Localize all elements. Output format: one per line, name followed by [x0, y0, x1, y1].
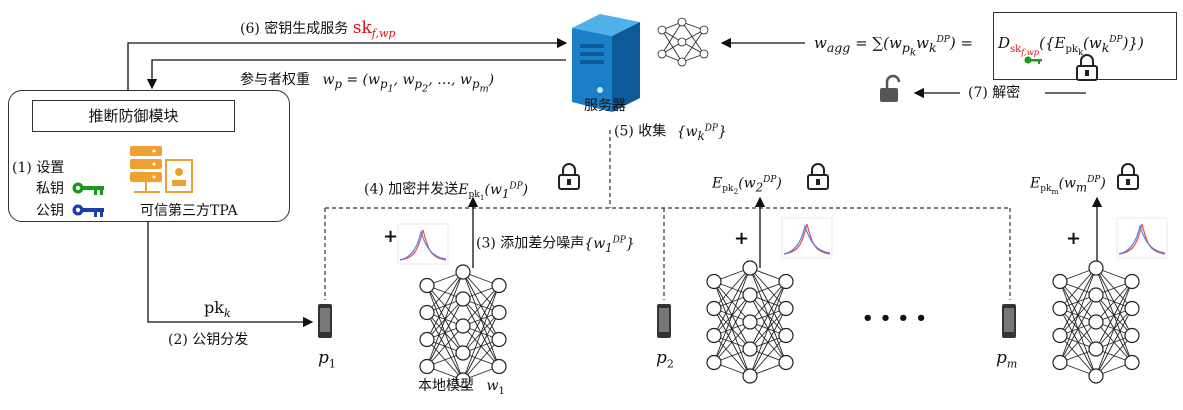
nn-node	[778, 273, 794, 290]
nn-node	[1088, 368, 1104, 384]
lock-icon-p1	[558, 163, 580, 190]
participant-pm: pm	[996, 348, 1018, 371]
unlock-icon	[880, 74, 901, 102]
nn-node	[778, 354, 794, 371]
participant-p2: p2	[656, 348, 674, 371]
participant-weights-label: 参与者权重 wp = (wp1, wp2, …, wpm)	[240, 72, 495, 95]
decrypt-formula: Dskf,wp({Epkk(wkDP)})	[998, 34, 1144, 57]
noise-curve-1	[397, 223, 449, 265]
step2-label: (2) 公钥分发	[168, 332, 249, 348]
nn-node	[706, 300, 722, 317]
arrow-pk-distribution	[147, 222, 314, 328]
local-model-nn-2	[706, 260, 794, 384]
nn-node	[706, 354, 722, 371]
phone-icon-pm	[1002, 304, 1016, 338]
pk-label: pkk	[204, 298, 231, 321]
step7-label: (7) 解密	[968, 85, 1021, 101]
public-key-icon	[72, 204, 104, 217]
inference-defense-module: 推断防御模块	[32, 100, 235, 132]
aggregation-formula: wagg = ∑(wpkwkDP) =	[814, 34, 974, 59]
noise-curve-m	[1116, 217, 1168, 259]
plus-sign-m: +	[1066, 228, 1082, 249]
nn-node	[742, 260, 758, 276]
participant-p1: p1	[318, 348, 336, 371]
local-model-label: 本地模型 w1	[418, 378, 505, 397]
nn-node	[491, 331, 507, 348]
nn-node	[1052, 273, 1068, 290]
server-icon	[572, 14, 640, 112]
step4-label: (4) 加密并发送Epk1(w1DP)	[364, 181, 529, 203]
nn-node	[1124, 273, 1140, 290]
nn-node	[1088, 341, 1104, 357]
step5-label: (5) 收集 {wkDP}	[614, 123, 727, 143]
enc-label-p2: Epk2(w2DP)	[712, 175, 782, 197]
nn-node	[1052, 327, 1068, 344]
tpa-name: 可信第三方TPA	[140, 203, 238, 219]
nn-node	[778, 327, 794, 344]
nn-node	[491, 304, 507, 321]
nn-node	[1088, 287, 1104, 303]
nn-node	[455, 264, 471, 280]
public-key-label: 公钥	[36, 203, 64, 219]
nn-node	[1088, 314, 1104, 330]
nn-node	[1088, 260, 1104, 276]
lock-icon-p2	[807, 163, 829, 190]
nn-node	[1052, 300, 1068, 317]
enc-label-pm: Epkm(wmDP)	[1030, 175, 1106, 197]
nn-node	[455, 318, 471, 334]
plus-sign-2: +	[734, 228, 750, 249]
nn-node	[1124, 300, 1140, 317]
nn-node	[419, 331, 435, 348]
phone-icon-p2	[657, 304, 671, 338]
local-model-nn-1	[419, 264, 507, 388]
step6-label: (6) 密钥生成服务 skf,wp	[240, 18, 396, 40]
lock-icon-formula	[1076, 54, 1098, 81]
plus-sign-1: +	[383, 226, 399, 247]
nn-node	[742, 341, 758, 357]
nn-node	[419, 304, 435, 321]
nn-node	[491, 277, 507, 294]
setup-label: (1) 设置	[12, 160, 65, 176]
nn-node	[455, 291, 471, 307]
sk-key-icon-small	[1024, 56, 1042, 64]
private-key-label: 私钥	[36, 181, 64, 197]
nn-node	[778, 300, 794, 317]
noise-curve-2	[781, 217, 833, 259]
nn-node	[1124, 327, 1140, 344]
nn-node	[419, 358, 435, 375]
arrow-key-service	[127, 37, 568, 90]
lock-icon-pm	[1117, 163, 1139, 190]
nn-node	[455, 372, 471, 388]
tpa-server-icon	[130, 146, 193, 193]
nn-node	[419, 277, 435, 294]
local-model-nn-m	[1052, 260, 1140, 384]
nn-node	[1052, 354, 1068, 371]
nn-node	[1124, 354, 1140, 371]
server-nn-icon	[657, 17, 709, 67]
nn-node	[742, 314, 758, 330]
nn-node	[742, 368, 758, 384]
step3-label: (3) 添加差分噪声{w1DP}	[476, 235, 635, 255]
phone-icon-p1	[318, 304, 332, 338]
nn-node	[742, 287, 758, 303]
nn-node	[706, 273, 722, 290]
tpa-container	[8, 90, 290, 222]
private-key-icon	[72, 182, 104, 195]
arrow-participant-weights	[146, 59, 566, 90]
server-label: 服务器	[584, 98, 626, 114]
nn-node	[706, 327, 722, 344]
nn-node	[455, 345, 471, 361]
nn-node	[491, 358, 507, 375]
ellipsis: • • • •	[862, 308, 927, 329]
